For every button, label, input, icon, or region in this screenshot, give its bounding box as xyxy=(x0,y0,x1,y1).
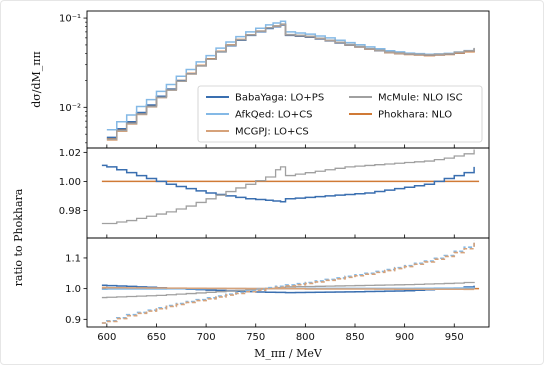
legend-label-mcgpj-lo-cs: MCGPJ: LO+CS xyxy=(235,127,309,138)
x-tick-label-850: 850 xyxy=(345,332,364,343)
y-tick-label-middle-1-00: 1.00 xyxy=(59,177,81,188)
y-tick-label-top-10: 10⁻² xyxy=(59,103,81,114)
series-middle-babayaga-lo-ps-1 xyxy=(101,164,475,203)
series-top-mcmule-nlo-isc-4 xyxy=(106,23,475,140)
y-tick-label-middle-0-98: 0.98 xyxy=(59,206,81,217)
series-bottom-mcgpj-lo-cs-dashed-6 xyxy=(101,241,475,324)
x-tick-label-950: 950 xyxy=(445,332,464,343)
legend-box xyxy=(197,85,483,143)
y-tick-label-bottom-0-9: 0.9 xyxy=(65,315,81,326)
series-middle-mcmule-nlo-isc-2 xyxy=(101,149,475,225)
x-tick-label-750: 750 xyxy=(246,332,265,343)
x-axis-label: M_ππ / MeV xyxy=(254,347,323,360)
y-tick-label-middle-1-02: 1.02 xyxy=(59,148,81,159)
series-bottom-mcmule-nlo-isc-2 xyxy=(101,281,475,299)
legend-label-babayaga-lo-ps: BabaYaga: LO+PS xyxy=(235,93,324,104)
series-bottom-afkqed-lo-cs-dashed-5 xyxy=(101,240,475,324)
y-tick-label-top-10: 10⁻¹ xyxy=(59,14,81,25)
legend-label-afkqed-lo-cs: AfkQed: LO+CS xyxy=(235,110,313,121)
x-tick-label-650: 650 xyxy=(147,332,166,343)
x-tick-label-600: 600 xyxy=(97,332,116,343)
x-tick-label-900: 900 xyxy=(395,332,414,343)
legend-label-mcmule-nlo-isc: McMule: NLO ISC xyxy=(378,93,463,104)
x-tick-label-800: 800 xyxy=(296,332,315,343)
legend-label-phokhara-nlo: Phokhara: NLO xyxy=(378,110,452,121)
y-tick-label-bottom-1-0: 1.0 xyxy=(65,284,81,295)
y-tick-label-bottom-1-1: 1.1 xyxy=(65,253,81,264)
y-axis-label-ratio: ratio to Phokhara xyxy=(12,188,25,286)
y-axis-label-top: dσ/dM_ππ xyxy=(30,51,43,108)
panel-frame-bottom xyxy=(86,237,490,328)
x-tick-label-700: 700 xyxy=(197,332,216,343)
series-bottom-mcgpj-lo-cs-4 xyxy=(101,286,475,291)
